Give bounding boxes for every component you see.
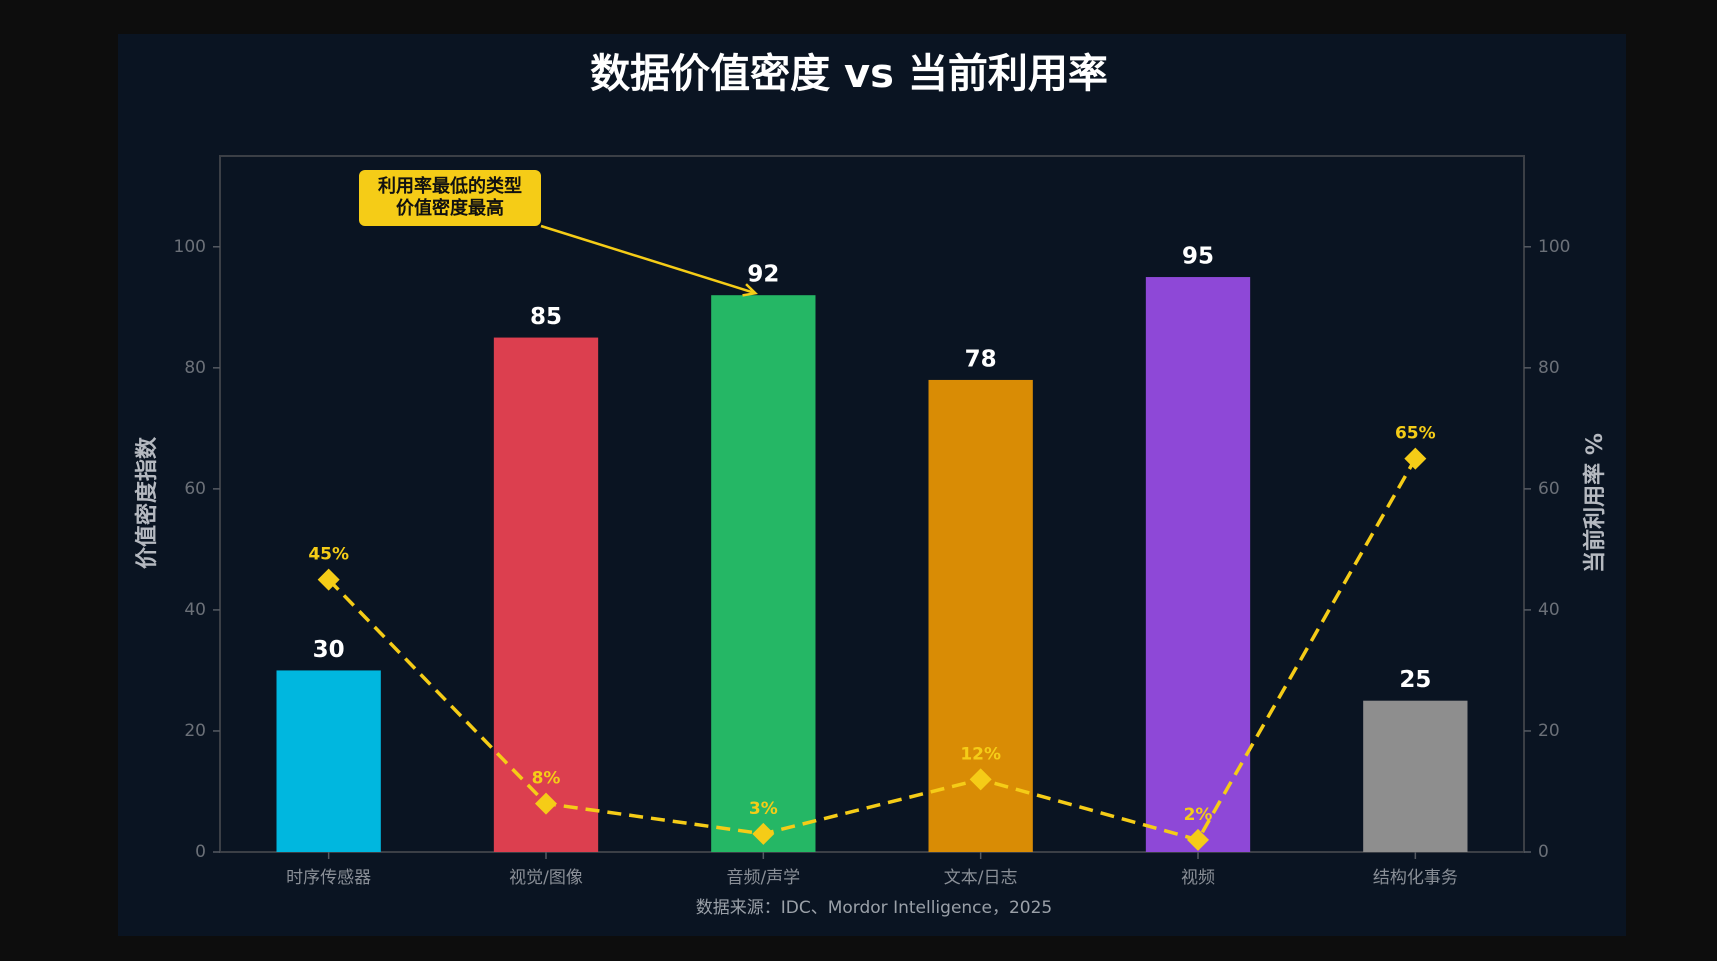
y-tick-label-left: 100 [174, 237, 206, 257]
x-tick-label: 音频/声学 [726, 868, 800, 888]
bar [1145, 277, 1251, 852]
annotation-box [359, 170, 541, 226]
bar-value-label: 92 [747, 262, 779, 288]
utilization-marker [317, 568, 340, 591]
utilization-marker [1187, 828, 1209, 851]
annotation-text-line: 利用率最低的类型 [378, 175, 522, 197]
utilization-marker [969, 768, 992, 791]
bar [1363, 700, 1468, 852]
utilization-value-label: 12% [960, 744, 1001, 764]
y-tick-label-right: 60 [1538, 479, 1560, 499]
annotation-arrow [540, 224, 756, 295]
utilization-value-label: 45% [308, 545, 349, 565]
y-axis-label-left: 价值密度指数 [134, 436, 160, 569]
chart-title: 数据价值密度 vs 当前利用率 [590, 51, 1108, 97]
y-tick-label-left: 80 [184, 358, 206, 378]
plot-area: 0 0 20 20 40 40 60 60 80 80 100 100 30 85 92 78 95 25 时序传感… [174, 155, 1570, 888]
utilization-line [327, 457, 1417, 842]
utilization-marker [1404, 447, 1427, 470]
x-tick-label: 时序传感器 [286, 868, 371, 888]
x-tick-label: 结构化事务 [1373, 868, 1458, 888]
chart-panel: 数据价值密度 vs 当前利用率 0 0 20 20 40 40 60 60 80 80 100 100… [118, 34, 1626, 936]
source-note: 数据来源：IDC、Mordor Intelligence，2025 [696, 898, 1053, 918]
annotation-arrowhead [742, 283, 758, 297]
utilization-marker [535, 792, 557, 815]
y-tick-label-right: 0 [1538, 842, 1549, 862]
y-tick-label-left: 20 [184, 721, 206, 741]
bar-value-label: 25 [1399, 667, 1431, 693]
bar [276, 670, 381, 852]
bar [711, 295, 816, 852]
bar-value-label: 78 [965, 346, 997, 372]
annotation-text-line: 价值密度最高 [396, 197, 504, 219]
y-tick-label-left: 60 [184, 479, 206, 499]
x-tick-label: 文本/日志 [944, 868, 1018, 888]
y-tick-label-right: 40 [1538, 600, 1560, 620]
utilization-value-label: 8% [532, 769, 561, 789]
y-tick-label-right: 80 [1538, 358, 1560, 378]
utilization-marker [752, 822, 775, 845]
bar [493, 337, 599, 853]
y-tick-label-right: 100 [1538, 237, 1570, 257]
bar-value-label: 30 [313, 637, 345, 663]
utilization-value-label: 2% [1184, 805, 1213, 825]
y-tick-label-right: 20 [1538, 721, 1560, 741]
y-axis-label-right: 当前利用率 % [1582, 433, 1608, 573]
bar-value-label: 85 [530, 304, 562, 330]
y-tick-label-left: 40 [184, 600, 206, 620]
y-tick-label-left: 0 [195, 842, 206, 862]
bar-value-label: 95 [1182, 244, 1214, 270]
utilization-value-label: 65% [1395, 424, 1436, 444]
x-tick-label: 视觉/图像 [509, 868, 583, 888]
x-tick-label: 视频 [1181, 868, 1215, 888]
chart-svg: 数据价值密度 vs 当前利用率 0 0 20 20 40 40 60 60 80 80 100 100… [134, 51, 1608, 918]
utilization-value-label: 3% [749, 799, 778, 819]
plot-frame [219, 155, 1525, 853]
